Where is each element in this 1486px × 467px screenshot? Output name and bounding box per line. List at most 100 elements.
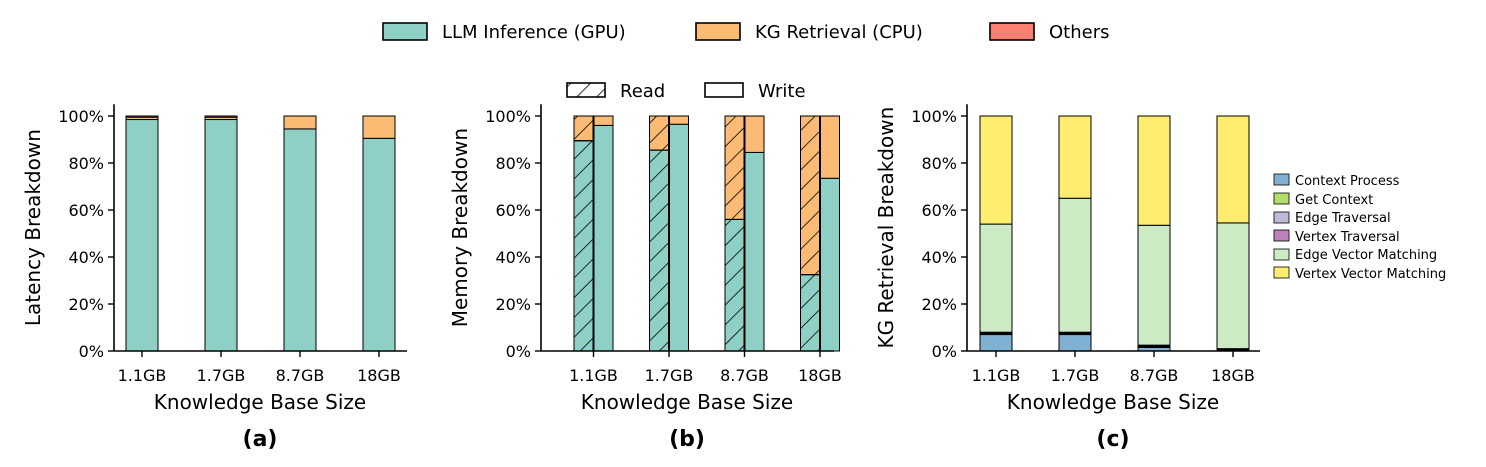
panel-label: (c) — [1096, 427, 1129, 452]
legend-label-kg: KG Retrieval (CPU) — [755, 22, 923, 43]
bar-1-7gb-read-llm-inference-gpu-hatch — [649, 149, 669, 352]
x-axis-label: Knowledge Base Size — [581, 390, 793, 414]
bar-1-1gb-write-kg-retrieval-cpu — [593, 115, 614, 126]
y-tick-label: 20% — [68, 295, 104, 314]
bar-8-7gb-edge-vector-matching — [1137, 224, 1171, 346]
x-tick-label: 18GB — [357, 366, 401, 385]
legend-label-read: Read — [620, 81, 665, 102]
y-tick-label: 40% — [921, 248, 957, 267]
y-axis-label: Latency Breakdown — [21, 129, 45, 326]
y-axis-label: Memory Breakdown — [448, 128, 472, 327]
bar-18gb-read-llm-inference-gpu-hatch — [800, 274, 820, 352]
y-tick-label: 100% — [911, 107, 957, 126]
y-tick-label: 40% — [495, 248, 531, 267]
x-tick-label: 8.7GB — [276, 366, 325, 385]
x-tick-label: 1.1GB — [972, 366, 1021, 385]
bar-1-1gb-edge-vector-matching — [979, 223, 1013, 333]
bar-8-7gb-read-kg-retrieval-cpu-hatch — [724, 115, 745, 220]
legend-item-others: Others — [989, 22, 1110, 43]
legend-label-edge-vector-matching: Edge Vector Matching — [1295, 248, 1437, 263]
bar-1-1gb-vertex-vector-matching — [979, 115, 1013, 225]
bar-1-7gb-llm-inference-gpu — [204, 119, 238, 352]
bar-8-7gb-read-llm-inference-gpu-hatch — [724, 218, 745, 352]
bar-18gb-edge-vector-matching — [1216, 222, 1250, 350]
bar-18gb-kg-retrieval-cpu — [362, 115, 396, 139]
kg-legend: Context Process Get Context Edge Travers… — [1273, 173, 1446, 282]
bar-1-7gb-others — [204, 115, 238, 118]
y-tick-label: 20% — [495, 295, 531, 314]
bar-8-7gb-kg-retrieval-cpu — [283, 115, 317, 130]
legend-label-edge-traversal: Edge Traversal — [1295, 211, 1391, 226]
legend-swatch-others — [989, 22, 1035, 41]
bar-1-7gb-write-kg-retrieval-cpu — [669, 115, 689, 125]
legend-swatch-edge-vector-matching — [1273, 248, 1290, 261]
y-tick-label: 0% — [506, 342, 531, 361]
legend-swatch-read — [566, 82, 606, 98]
y-tick-label: 80% — [921, 154, 957, 173]
x-tick-label: 1.7GB — [645, 366, 694, 385]
panel-a-latency-chart: 0% 20% 40% 60% 80% 100% 1.1GB 1.7GB 8.7GB 18GB Kno… — [21, 104, 407, 452]
bar-8-7gb-write-llm-inference-gpu — [744, 151, 765, 352]
panel-c-kg-chart: 0% 20% 40% 60% 80% 100% 1.1GB 1.7GB 8.7GB 18GB Kno… — [874, 104, 1260, 452]
x-tick-label: 18GB — [798, 366, 842, 385]
x-tick-label: 1.7GB — [1051, 366, 1100, 385]
bar-1-1gb-llm-inference-gpu — [125, 119, 159, 352]
bar-8-7gb-llm-inference-gpu — [283, 128, 317, 352]
legend-label-others: Others — [1049, 22, 1110, 43]
bar-1-1gb-write-llm-inference-gpu — [593, 124, 614, 352]
x-tick-label: 1.1GB — [118, 366, 167, 385]
legend-swatch-write — [704, 82, 744, 98]
bar-8-7gb-vertex-vector-matching — [1137, 115, 1171, 226]
legend-item-llm: LLM Inference (GPU) — [382, 22, 626, 43]
y-tick-label: 20% — [921, 295, 957, 314]
x-axis-label: Knowledge Base Size — [154, 390, 366, 414]
legend-swatch-vertex-vector-matching — [1273, 266, 1290, 279]
legend-swatch-context-process — [1273, 173, 1290, 186]
legend-swatch-kg — [695, 22, 741, 41]
bar-18gb-vertex-vector-matching — [1216, 115, 1250, 224]
rw-legend: Read Write — [566, 81, 806, 102]
legend-label-llm: LLM Inference (GPU) — [442, 22, 626, 43]
bar-1-1gb-others — [125, 115, 159, 118]
y-tick-label: 80% — [68, 154, 104, 173]
x-tick-label: 18GB — [1211, 366, 1255, 385]
y-tick-label: 100% — [58, 107, 104, 126]
panel-label: (b) — [669, 427, 705, 452]
bar-1-7gb-vertex-vector-matching — [1058, 115, 1092, 199]
figure-legend: LLM Inference (GPU) KG Retrieval (CPU) O… — [382, 22, 1110, 43]
x-tick-label: 8.7GB — [720, 366, 769, 385]
legend-swatch-vertex-traversal — [1273, 229, 1290, 242]
legend-label-write: Write — [758, 81, 806, 102]
legend-label-vertex-vector-matching: Vertex Vector Matching — [1295, 267, 1446, 282]
x-tick-label: 1.1GB — [569, 366, 618, 385]
y-tick-label: 60% — [921, 201, 957, 220]
y-tick-label: 0% — [932, 342, 957, 361]
legend-label-context-process: Context Process — [1295, 174, 1400, 189]
x-tick-label: 1.7GB — [197, 366, 246, 385]
bar-1-7gb-write-llm-inference-gpu — [669, 123, 689, 352]
y-tick-label: 80% — [495, 154, 531, 173]
bar-8-7gb-write-kg-retrieval-cpu — [744, 115, 765, 153]
bar-1-1gb-read-kg-retrieval-cpu-hatch — [573, 115, 594, 142]
bar-1-7gb-edge-vector-matching — [1058, 197, 1092, 333]
y-tick-label: 40% — [68, 248, 104, 267]
x-axis-label: Knowledge Base Size — [1007, 390, 1219, 414]
bar-1-7gb-read-kg-retrieval-cpu-hatch — [649, 115, 669, 151]
bar-18gb-read-kg-retrieval-cpu-hatch — [800, 115, 820, 276]
y-tick-label: 60% — [495, 201, 531, 220]
bar-1-1gb-context-process — [979, 334, 1013, 352]
bar-1-1gb-read-llm-inference-gpu-hatch — [573, 140, 594, 352]
bar-18gb-llm-inference-gpu — [362, 137, 396, 352]
y-axis-label: KG Retrieval Breakdown — [874, 107, 898, 349]
legend-swatch-llm — [382, 22, 428, 41]
bar-18gb-write-llm-inference-gpu — [820, 177, 840, 352]
y-tick-label: 60% — [68, 201, 104, 220]
legend-label-get-context: Get Context — [1295, 193, 1373, 208]
y-tick-label: 0% — [79, 342, 104, 361]
panel-b-memory-chart: 0% 20% 40% 60% 80% 100% 1.1GB 1.7GB 8.7GB 18GB Kno… — [448, 104, 842, 452]
x-tick-label: 8.7GB — [1130, 366, 1179, 385]
legend-swatch-get-context — [1273, 192, 1290, 205]
legend-item-kg: KG Retrieval (CPU) — [695, 22, 923, 43]
